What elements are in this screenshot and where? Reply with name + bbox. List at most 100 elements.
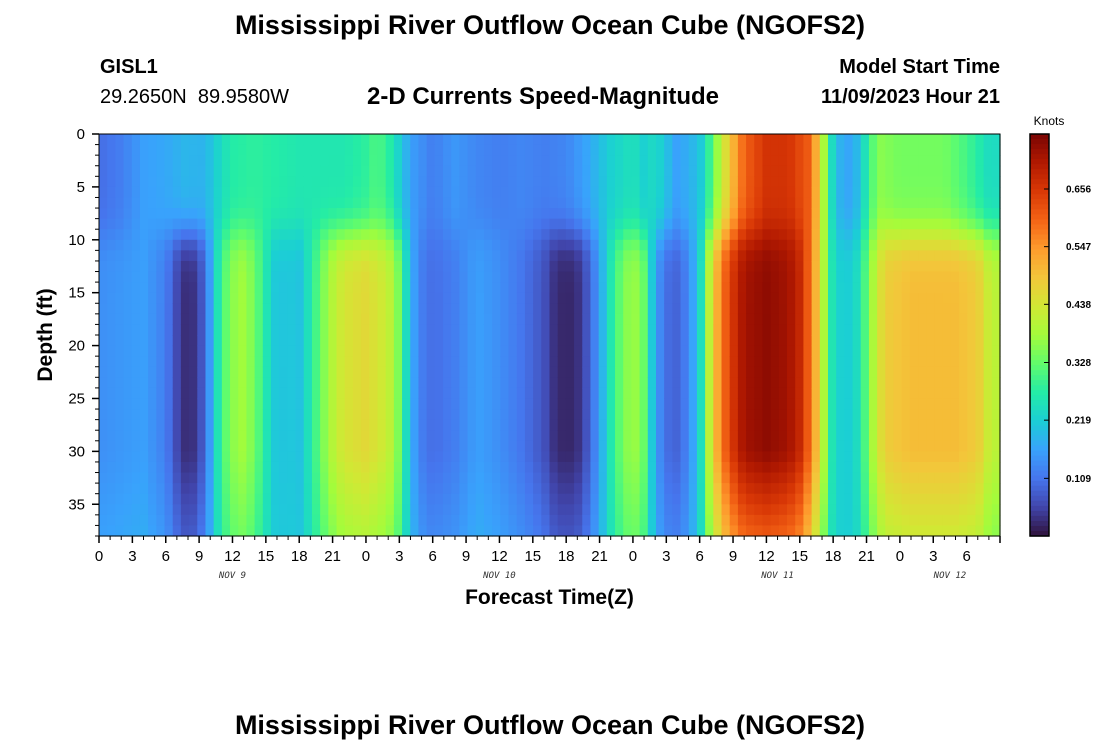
heatmap-cell: [713, 514, 723, 527]
heatmap-cell: [164, 472, 174, 484]
heatmap-cell: [836, 483, 845, 495]
heatmap-cell: [705, 218, 714, 230]
heatmap-cell: [574, 197, 583, 209]
heatmap-cell: [180, 208, 190, 220]
heatmap-cell: [156, 186, 166, 199]
heatmap-cell: [410, 186, 420, 199]
heatmap-cell: [754, 144, 764, 156]
heatmap-cell: [983, 409, 993, 421]
heatmap-cell: [852, 440, 862, 452]
heatmap-cell: [123, 282, 133, 294]
heatmap-cell: [541, 419, 551, 431]
heatmap-cell: [787, 292, 796, 304]
heatmap-cell: [148, 292, 157, 304]
heatmap-cell: [443, 303, 452, 315]
heatmap-cell: [762, 451, 772, 463]
heatmap-cell: [688, 493, 698, 505]
heatmap-cell: [320, 483, 329, 495]
heatmap-cell: [647, 451, 657, 463]
heatmap-cell: [107, 239, 116, 251]
heatmap-cell: [918, 282, 927, 294]
heatmap-cell: [418, 493, 428, 505]
heatmap-cell: [860, 239, 870, 251]
heatmap-cell: [860, 345, 870, 357]
heatmap-cell: [180, 398, 190, 410]
heatmap-cell: [803, 186, 813, 199]
heatmap-cell: [778, 303, 788, 315]
heatmap-cell: [148, 398, 157, 410]
heatmap-cell: [868, 313, 878, 326]
heatmap-cell: [139, 260, 149, 273]
heatmap-cell: [246, 176, 256, 188]
heatmap-cell: [107, 134, 116, 146]
heatmap-cell: [418, 176, 428, 188]
heatmap-cell: [705, 419, 714, 431]
heatmap-cell: [139, 155, 149, 167]
heatmap-cell: [533, 440, 542, 452]
x-tick-label: 0: [629, 548, 637, 565]
heatmap-cell: [762, 398, 772, 410]
heatmap-cell: [721, 176, 731, 188]
heatmap-cell: [369, 134, 379, 146]
heatmap-cell: [574, 313, 583, 326]
heatmap-cell: [565, 504, 575, 516]
heatmap-cell: [885, 134, 895, 146]
heatmap-cell: [598, 409, 608, 421]
heatmap-cell: [385, 504, 395, 516]
heatmap-cell: [639, 313, 649, 326]
heatmap-cell: [615, 282, 624, 294]
heatmap-cell: [877, 377, 886, 389]
heatmap-cell: [680, 186, 690, 199]
heatmap-cell: [893, 271, 903, 283]
heatmap-cell: [582, 208, 592, 220]
heatmap-cell: [164, 208, 174, 220]
heatmap-cell: [647, 292, 657, 304]
heatmap-cell: [705, 229, 714, 241]
heatmap-cell: [631, 134, 641, 146]
heatmap-cell: [754, 186, 764, 199]
heatmap-cell: [565, 186, 575, 199]
heatmap-cell: [352, 250, 362, 262]
heatmap-cell: [647, 525, 657, 537]
heatmap-cell: [696, 504, 706, 516]
heatmap-cell: [557, 197, 567, 209]
heatmap-cell: [377, 430, 387, 442]
heatmap-cell: [393, 461, 403, 474]
heatmap-cell: [688, 514, 698, 527]
heatmap-cell: [164, 282, 174, 294]
heatmap-cell: [328, 292, 338, 304]
heatmap-cell: [156, 155, 166, 167]
heatmap-cell: [582, 483, 592, 495]
heatmap-cell: [647, 282, 657, 294]
heatmap-cell: [655, 165, 665, 177]
heatmap-cell: [139, 165, 149, 177]
heatmap-cell: [508, 324, 518, 336]
heatmap-cell: [877, 239, 886, 251]
heatmap-cell: [271, 303, 280, 315]
heatmap-cell: [361, 483, 370, 495]
heatmap-cell: [746, 134, 755, 146]
heatmap-cell: [696, 387, 706, 400]
heatmap-cell: [803, 366, 813, 378]
heatmap-cell: [811, 197, 821, 209]
heatmap-cell: [803, 250, 813, 262]
heatmap-cell: [983, 440, 993, 452]
heatmap-cell: [279, 387, 288, 400]
heatmap-cell: [352, 451, 362, 463]
heatmap-cell: [221, 250, 231, 262]
heatmap-cell: [983, 398, 993, 410]
heatmap-cell: [451, 144, 460, 156]
heatmap-cell: [328, 144, 338, 156]
heatmap-cell: [287, 377, 297, 389]
heatmap-cell: [737, 176, 747, 188]
heatmap-cell: [623, 472, 633, 484]
heatmap-cell: [983, 377, 993, 389]
heatmap-cell: [787, 525, 796, 537]
heatmap-cell: [623, 260, 633, 273]
heatmap-cell: [967, 239, 977, 251]
heatmap-cell: [139, 514, 149, 527]
heatmap-cell: [123, 239, 133, 251]
heatmap-cell: [778, 483, 788, 495]
heatmap-cell: [631, 472, 641, 484]
heatmap-cell: [320, 335, 329, 347]
